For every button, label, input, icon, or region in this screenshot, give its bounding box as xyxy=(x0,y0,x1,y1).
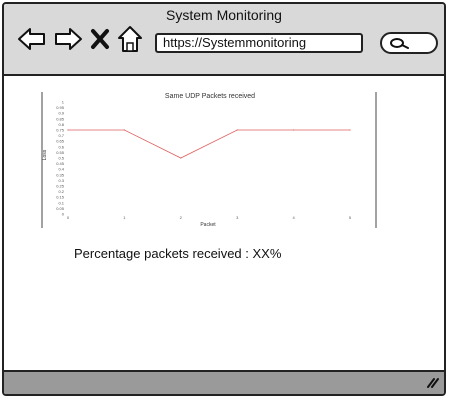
browser-window: System Monitoring https://Systemmonitori… xyxy=(2,2,446,396)
resize-grip-icon[interactable] xyxy=(424,375,440,389)
chart-title: Same UDP Packets received xyxy=(165,93,255,100)
x-tick-label: 5 xyxy=(349,215,352,220)
search-button[interactable] xyxy=(380,32,438,54)
y-tick-label: 0.05 xyxy=(56,206,65,211)
arrow-right-icon xyxy=(55,28,82,50)
x-tick-label: 1 xyxy=(123,215,126,220)
y-tick-label: 0.15 xyxy=(56,195,65,200)
chart-data-point xyxy=(67,129,69,131)
chart-data-point xyxy=(293,129,295,131)
y-tick-label: 0.55 xyxy=(56,150,65,155)
y-tick-label: 0.95 xyxy=(56,105,65,110)
chart-series-line xyxy=(68,129,350,159)
y-tick-label: 0 xyxy=(62,212,65,217)
y-tick-label: 0.5 xyxy=(58,156,64,161)
packets-received-summary: Percentage packets received : XX% xyxy=(74,246,282,261)
chart-data-point xyxy=(123,129,125,131)
x-tick-label: 2 xyxy=(180,215,183,220)
search-icon xyxy=(390,38,409,49)
y-tick-label: 0.65 xyxy=(56,139,65,144)
y-tick-label: 0.6 xyxy=(58,144,64,149)
y-tick-label: 0.1 xyxy=(58,200,64,205)
x-tick-label: 4 xyxy=(292,215,295,220)
y-tick-label: 0.9 xyxy=(58,111,64,116)
stop-button[interactable] xyxy=(88,24,112,54)
chart-y-axis-label: Loss xyxy=(42,149,48,160)
y-tick-label: 0.45 xyxy=(56,161,65,166)
title-bar: System Monitoring https://Systemmonitori… xyxy=(4,4,444,76)
y-tick-label: 0.25 xyxy=(56,184,65,189)
y-tick-label: 0.2 xyxy=(58,189,64,194)
y-tick-label: 0.8 xyxy=(58,122,64,127)
home-icon xyxy=(118,26,142,52)
x-tick-label: 0 xyxy=(67,215,70,220)
close-icon xyxy=(91,29,109,49)
y-tick-label: 0.85 xyxy=(56,116,65,121)
chart-data-point xyxy=(180,157,182,159)
home-button[interactable] xyxy=(116,24,144,54)
chart-data-point xyxy=(236,129,238,131)
x-tick-label: 3 xyxy=(236,215,239,220)
status-bar xyxy=(4,370,444,394)
y-tick-label: 0.7 xyxy=(58,133,64,138)
y-tick-label: 1 xyxy=(62,100,65,105)
window-title: System Monitoring xyxy=(166,7,282,23)
udp-packets-chart: Same UDP Packets received Packet Loss 10… xyxy=(41,92,377,228)
chart-data-point xyxy=(349,129,351,131)
y-tick-label: 0.35 xyxy=(56,172,65,177)
arrow-left-icon xyxy=(18,28,45,50)
y-tick-label: 0.3 xyxy=(58,178,64,183)
y-tick-label: 0.75 xyxy=(56,128,65,133)
forward-button[interactable] xyxy=(52,24,84,54)
chart-x-axis-label: Packet xyxy=(200,222,216,228)
y-tick-label: 0.4 xyxy=(58,167,64,172)
url-field[interactable]: https://Systemmonitoring xyxy=(155,33,363,53)
back-button[interactable] xyxy=(16,24,48,54)
